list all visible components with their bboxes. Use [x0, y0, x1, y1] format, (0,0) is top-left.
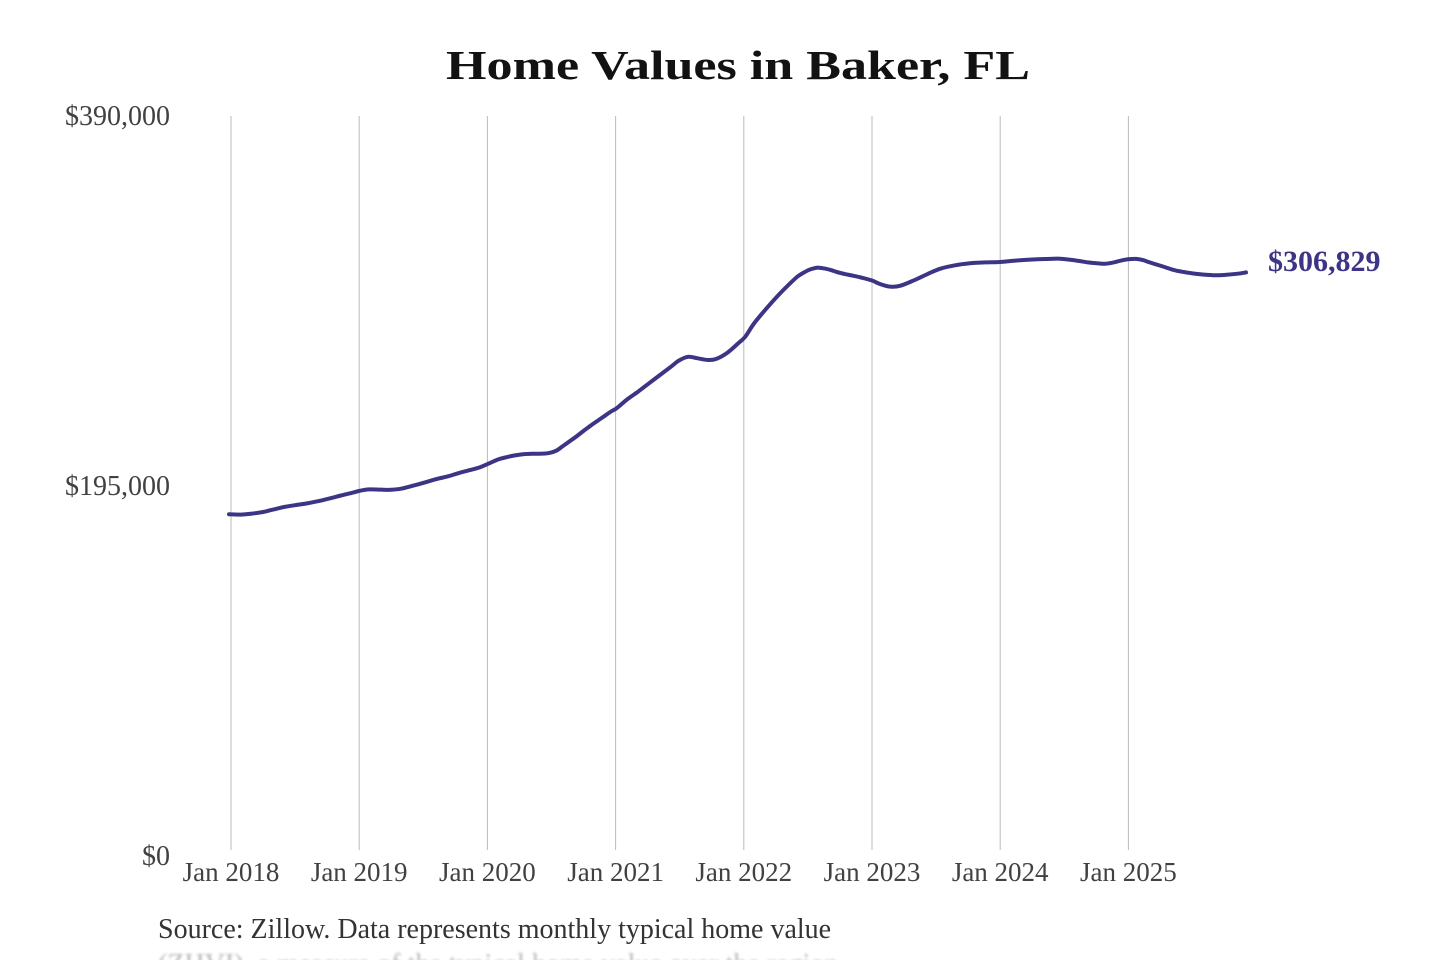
- svg-text:Home Values in Baker, FL: Home Values in Baker, FL: [446, 43, 1030, 88]
- svg-text:Jan 2022: Jan 2022: [695, 857, 792, 887]
- svg-text:Jan 2023: Jan 2023: [824, 857, 921, 887]
- svg-text:$0: $0: [142, 841, 170, 872]
- svg-text:Jan 2019: Jan 2019: [311, 857, 408, 887]
- svg-text:Jan 2018: Jan 2018: [183, 857, 280, 887]
- svg-text:(ZHVI), a measure of the typic: (ZHVI), a measure of the typical home va…: [158, 949, 838, 960]
- svg-text:Jan 2021: Jan 2021: [567, 857, 664, 887]
- svg-text:$195,000: $195,000: [65, 471, 170, 502]
- svg-text:$306,829: $306,829: [1268, 245, 1381, 278]
- svg-text:Jan 2025: Jan 2025: [1080, 857, 1177, 887]
- svg-text:$390,000: $390,000: [65, 101, 170, 132]
- svg-text:Source: Zillow. Data represent: Source: Zillow. Data represents monthly …: [158, 914, 831, 945]
- svg-text:Jan 2020: Jan 2020: [439, 857, 536, 887]
- svg-text:Jan 2024: Jan 2024: [952, 857, 1049, 887]
